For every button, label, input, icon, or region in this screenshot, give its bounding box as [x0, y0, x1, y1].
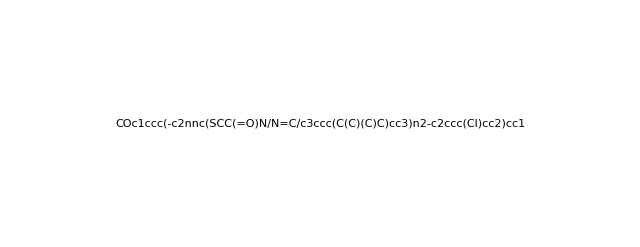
Text: COc1ccc(-c2nnc(SCC(=O)N/N=C/c3ccc(C(C)(C)C)cc3)n2-c2ccc(Cl)cc2)cc1: COc1ccc(-c2nnc(SCC(=O)N/N=C/c3ccc(C(C)(C…: [115, 119, 525, 128]
